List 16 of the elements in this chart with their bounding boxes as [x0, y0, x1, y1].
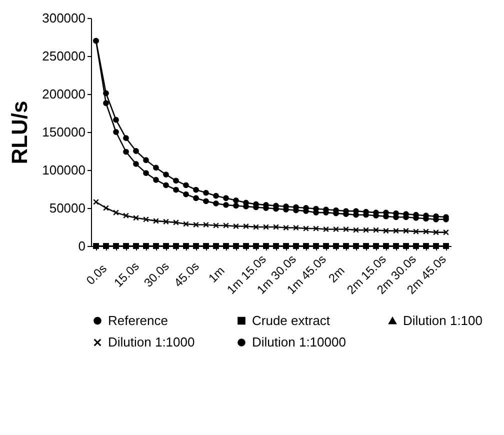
y-tick-label: 100000 [42, 162, 86, 178]
y-tick-label: 300000 [42, 10, 86, 26]
legend-label: Dilution 1:100 [403, 312, 482, 328]
legend-label: Reference [108, 312, 168, 328]
x-tick-label: 0.0s [84, 262, 110, 288]
legend-label: Crude extract [252, 312, 330, 328]
y-tick-label: 50000 [49, 200, 86, 216]
legend-label: Dilution 1:1000 [108, 334, 195, 350]
legend-label: Dilution 1:10000 [252, 334, 346, 350]
y-tick-label: 250000 [42, 48, 86, 64]
y-tick-label: 200000 [42, 86, 86, 102]
y-tick-label: 0 [78, 238, 86, 254]
y-tick-label: 150000 [42, 124, 86, 140]
x-tick-label: 1m [206, 264, 228, 286]
x-tick-label: 2m [326, 264, 348, 286]
y-axis-title: RLU/s [7, 100, 32, 164]
